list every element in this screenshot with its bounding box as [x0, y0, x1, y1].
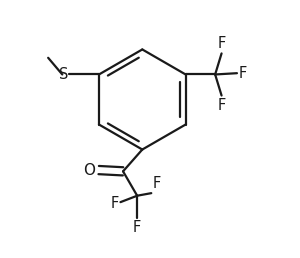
Text: S: S: [59, 67, 68, 82]
Text: F: F: [218, 98, 226, 112]
Text: F: F: [111, 196, 119, 211]
Text: F: F: [218, 36, 226, 51]
Text: O: O: [84, 163, 96, 178]
Text: F: F: [238, 66, 247, 81]
Text: F: F: [153, 176, 161, 191]
Text: F: F: [133, 220, 141, 235]
